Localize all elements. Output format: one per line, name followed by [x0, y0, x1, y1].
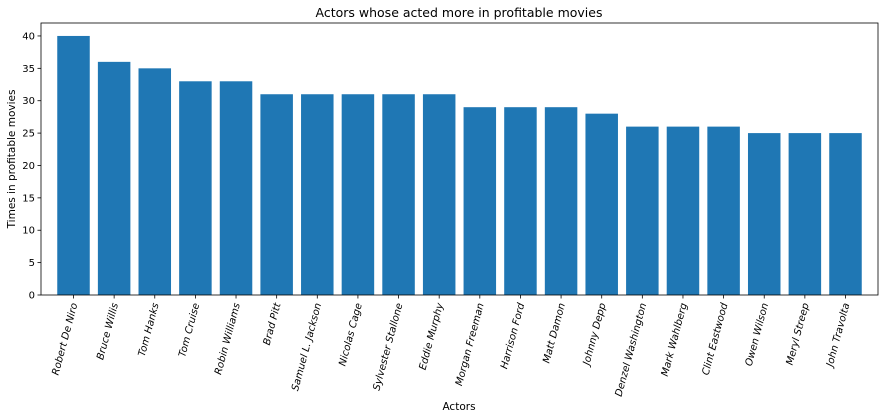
y-tick-label-20: 20 — [22, 161, 35, 172]
bar-9 — [422, 94, 456, 295]
x-tick-label-6: Samuel L. Jackson — [290, 302, 324, 392]
x-tick-label-17: Owen Wilson — [744, 302, 771, 367]
y-tick-label-15: 15 — [22, 193, 35, 204]
x-tick-label-0: Robert De Niro — [51, 302, 81, 377]
bar-0 — [57, 35, 90, 295]
y-tick-label-25: 25 — [22, 129, 35, 140]
x-axis-label: Actors — [442, 401, 475, 413]
bar-8 — [382, 94, 415, 295]
y-tick-label-0: 0 — [29, 291, 35, 302]
bar-19 — [829, 133, 862, 295]
bar-12 — [544, 107, 578, 295]
bar-2 — [138, 68, 172, 295]
bar-13 — [585, 113, 618, 296]
bar-3 — [179, 81, 212, 296]
x-tick-label-12: Matt Damon — [541, 302, 568, 365]
x-tick-label-1: Bruce Willis — [95, 302, 121, 361]
x-tick-label-13: Johnny Depp — [581, 302, 609, 368]
bar-6 — [301, 94, 334, 295]
x-tick-label-7: Nicolas Cage — [337, 302, 364, 367]
y-tick-label-5: 5 — [29, 258, 35, 269]
bar-1 — [97, 61, 131, 295]
y-tick-label-40: 40 — [22, 31, 35, 42]
axes-frame — [40, 22, 879, 296]
bar-11 — [504, 107, 537, 295]
x-tick-label-11: Harrison Ford — [499, 301, 527, 370]
bar-17 — [747, 133, 781, 295]
x-tick-label-10: Morgan Freeman — [454, 302, 487, 387]
x-tick-label-18: Meryl Streep — [785, 302, 812, 366]
x-tick-label-15: Mark Wahlberg — [660, 302, 690, 378]
x-tick-label-3: Tom Cruise — [177, 302, 202, 358]
bar-16 — [707, 126, 740, 295]
bar-5 — [260, 94, 293, 295]
x-tick-label-5: Brad Pitt — [262, 301, 284, 347]
plot-area: Robert De Niro Bruce Willis Tom Hanks Tom C… — [22, 22, 879, 398]
x-tick-label-2: Tom Hanks — [137, 302, 162, 358]
bar-14 — [626, 126, 659, 295]
x-tick-label-9: Eddie Murphy — [418, 301, 447, 371]
bar-4 — [219, 81, 253, 296]
y-tick-label-35: 35 — [22, 64, 35, 75]
x-tick-label-14: Denzel Washington — [614, 302, 650, 398]
x-tick-label-8: Sylvester Stallone — [371, 302, 405, 392]
x-tick-label-16: Clint Eastwood — [701, 301, 731, 376]
x-tick-label-19: John Travolta — [824, 302, 852, 370]
bar-18 — [788, 133, 822, 295]
x-tick-label-4: Robin Williams — [213, 302, 243, 376]
bar-10 — [463, 107, 497, 295]
y-axis-label: Times in profitable movies — [6, 90, 18, 230]
bar-15 — [666, 126, 700, 295]
chart-title: Actors whose acted more in profitable mo… — [316, 5, 603, 20]
bar-7 — [341, 94, 375, 295]
y-tick-label-30: 30 — [22, 96, 35, 107]
y-tick-label-10: 10 — [22, 226, 35, 237]
